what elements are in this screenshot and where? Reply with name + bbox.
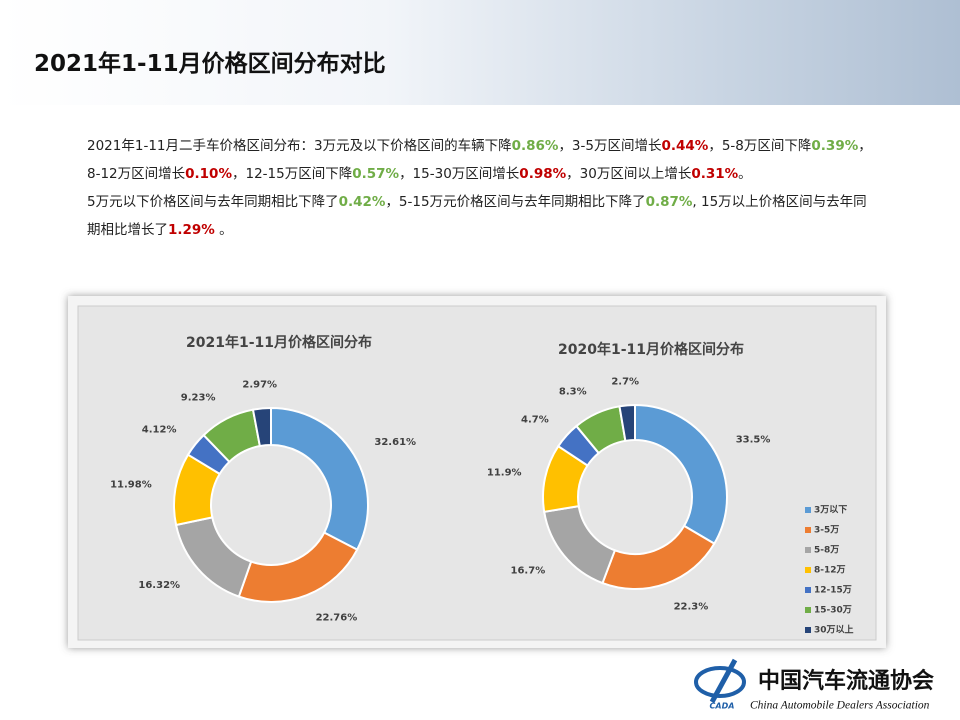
data-label: 2.7% [611,376,639,387]
legend-swatch [805,587,811,593]
header-band [0,0,960,105]
data-label: 16.32% [138,580,180,591]
text-run: ，5-15万元价格区间与去年同期相比下降了 [385,194,646,210]
highlight: 0.10% [185,166,232,182]
paragraph: 5万元以下价格区间与去年同期相比下降了0.42%，5-15万元价格区间与去年同期… [87,188,877,244]
text-run: ，12-15万区间下降 [231,166,353,182]
highlight: 0.57% [352,166,400,182]
legend-label: 30万以上 [814,624,854,636]
text-run: 。 [738,166,752,182]
text-run: 5万元以下价格区间与去年同期相比下降了 [87,194,339,210]
legend-label: 8-12万 [814,565,846,576]
legend-swatch [805,527,811,533]
donut-slice [270,406,369,551]
data-label: 32.61% [374,437,416,448]
logo-text: CADA [710,702,735,711]
text-run: ，30万区间以上增长 [566,166,692,182]
highlight: 0.44% [661,138,709,154]
highlight: 0.98% [519,166,567,182]
highlight: 0.86% [511,138,559,154]
legend-label: 15-30万 [814,605,852,616]
text-run: ，8-12万区间增长 [87,138,872,182]
legend-label: 3万以下 [814,505,847,516]
logo: CADA 中国汽车流通协会 China Automobile Dealers A… [694,658,934,712]
data-label: 9.23% [181,392,216,403]
highlight: 0.39% [811,138,859,154]
data-label: 22.3% [674,601,709,612]
data-label: 2.97% [242,380,277,391]
org-name-cn: 中国汽车流通协会 [758,668,934,694]
data-label: 4.12% [142,424,177,435]
legend-swatch [805,547,811,553]
chart-title: 2021年1-11月价格区间分布 [186,334,372,351]
legend-swatch [805,567,811,573]
chart-title: 2020年1-11月价格区间分布 [558,341,744,358]
data-label: 11.98% [110,480,152,491]
text-run: 。 [214,222,233,238]
highlight: 0.87% [645,194,693,210]
data-label: 8.3% [559,387,587,398]
data-label: 4.7% [521,414,549,425]
legend-label: 3-5万 [814,525,839,536]
legend-label: 5-8万 [814,545,839,556]
text-run: ，5-8万区间下降 [708,138,812,154]
slide-title: 2021年1-11月价格区间分布对比 [34,51,386,77]
highlight: 0.31% [691,166,739,182]
text-run: , 15万以上价格区间与去年同期相比增长了 [87,194,867,238]
data-label: 11.9% [487,468,522,479]
donut-slice [618,403,636,442]
legend-label: 12-15万 [814,585,852,596]
data-label: 22.76% [316,612,358,623]
highlight: 1.29% [168,222,215,238]
summary-text: 2021年1-11月二手车价格区间分布：3万元及以下价格区间的车辆下降0.86%… [87,132,877,244]
text-run: ，15-30万区间增长 [399,166,520,182]
legend-swatch [805,627,811,633]
paragraph: 2021年1-11月二手车价格区间分布：3万元及以下价格区间的车辆下降0.86%… [87,132,877,188]
data-label: 33.5% [736,434,771,445]
donut-slice [251,406,272,448]
legend-swatch [805,607,811,613]
highlight: 0.42% [338,194,386,210]
text-run: 2021年1-11月二手车价格区间分布：3万元及以下价格区间的车辆下降 [87,138,512,154]
org-name-en: China Automobile Dealers Association [750,700,930,712]
legend-swatch [805,507,811,513]
data-label: 16.7% [511,565,546,576]
text-run: ，3-5万区间增长 [558,138,662,154]
donut-slice [634,403,728,546]
